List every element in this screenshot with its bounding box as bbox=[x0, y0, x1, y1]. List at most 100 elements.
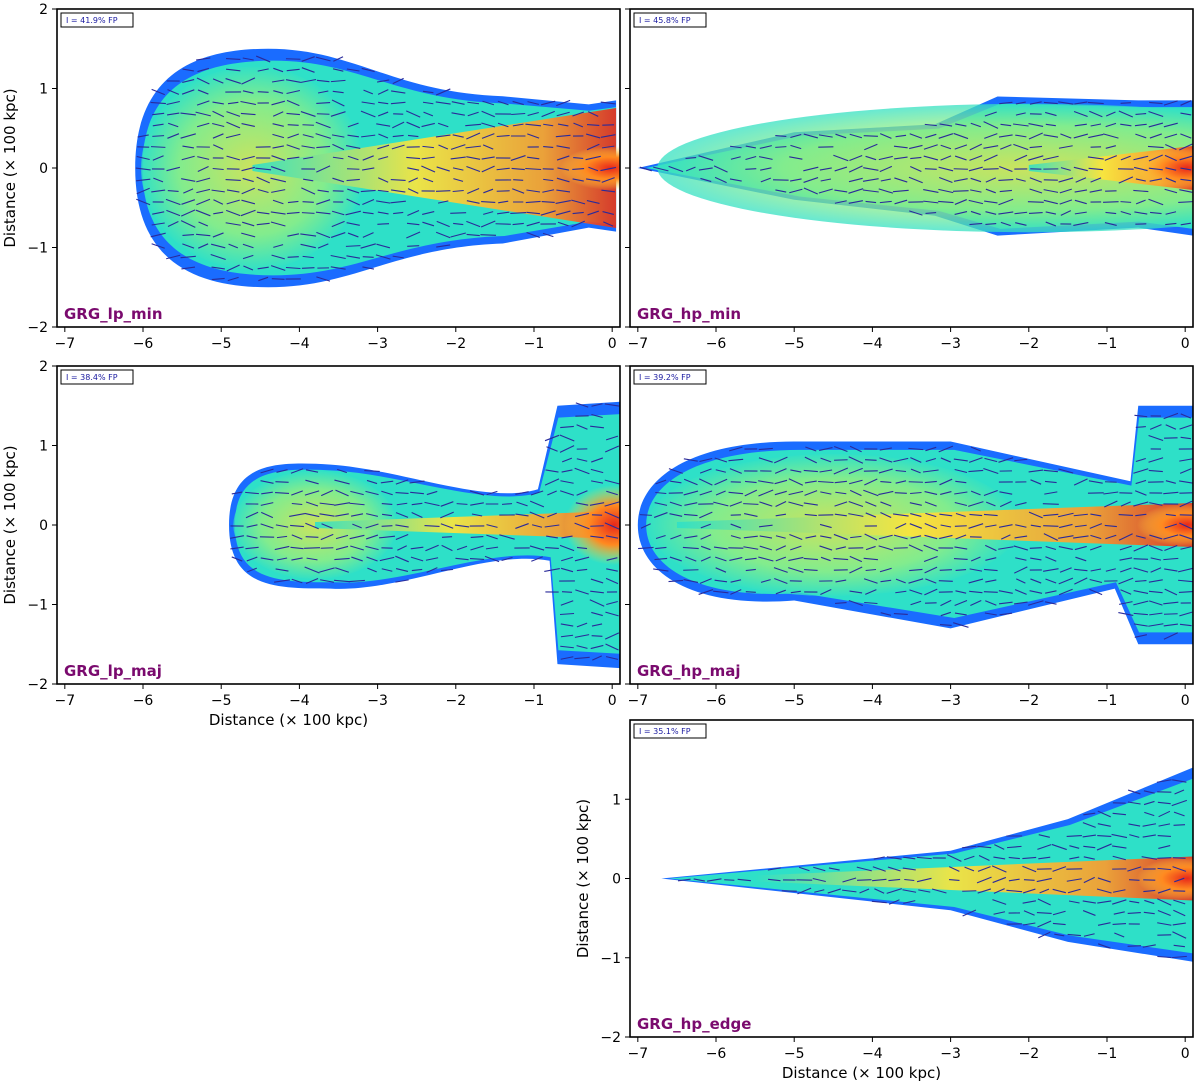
polarization-vector bbox=[872, 866, 886, 872]
polarization-vector bbox=[1172, 857, 1186, 859]
panel-label: GRG_hp_min bbox=[637, 305, 741, 323]
polarization-vector bbox=[363, 89, 374, 95]
polarization-vector bbox=[803, 469, 818, 473]
polarization-vector bbox=[994, 844, 1005, 850]
polarization-vector bbox=[1044, 491, 1058, 495]
polarization-vector bbox=[998, 546, 1014, 550]
polarization-vector bbox=[909, 523, 923, 529]
polarization-vector bbox=[210, 254, 226, 260]
polarization-vector bbox=[337, 468, 348, 474]
polarization-vector bbox=[985, 600, 997, 606]
polarization-vector bbox=[1096, 888, 1112, 894]
polarization-vector bbox=[212, 78, 224, 84]
polarization-vector bbox=[351, 556, 363, 562]
polarization-vector bbox=[1177, 567, 1193, 573]
polarization-vector bbox=[1105, 145, 1117, 149]
polarization-vector bbox=[180, 133, 196, 139]
polarization-vector bbox=[1164, 154, 1177, 162]
polarization-vector bbox=[835, 546, 846, 550]
polarization-vector bbox=[1014, 211, 1028, 215]
polarization-vector bbox=[923, 200, 939, 204]
polarization-vector bbox=[940, 155, 952, 161]
y-tick-label: 0 bbox=[612, 872, 621, 888]
polarization-vector bbox=[1082, 910, 1096, 916]
polarization-vector bbox=[1120, 201, 1132, 203]
polarization-vector bbox=[976, 876, 992, 884]
polarization-vector bbox=[654, 502, 668, 506]
fp-annotation-box bbox=[60, 369, 134, 385]
polarization-vector bbox=[1133, 590, 1149, 594]
polarization-vector bbox=[1028, 212, 1043, 214]
polarization-vector bbox=[240, 209, 256, 217]
polarization-vector bbox=[1148, 579, 1163, 583]
polarization-vector bbox=[848, 467, 863, 475]
polarization-vector bbox=[526, 189, 541, 193]
polarization-vector bbox=[1180, 167, 1192, 171]
polarization-vector bbox=[226, 58, 241, 60]
polarization-vector bbox=[166, 100, 180, 106]
polarization-vector bbox=[1114, 932, 1125, 938]
polarization-vector bbox=[940, 524, 952, 528]
polarization-vector bbox=[542, 232, 554, 238]
polarization-vector bbox=[167, 189, 179, 193]
polarization-vector bbox=[213, 199, 224, 205]
polarization-vector bbox=[1074, 524, 1087, 528]
polarization-vector bbox=[1173, 944, 1185, 948]
polarization-vector bbox=[1104, 524, 1117, 528]
polarization-vector bbox=[572, 111, 585, 117]
polarization-vector bbox=[604, 632, 620, 640]
polarization-vector bbox=[181, 178, 196, 182]
polarization-vector bbox=[788, 567, 804, 573]
polarization-vector bbox=[545, 547, 559, 549]
polarization-vector bbox=[728, 458, 744, 462]
polarization-vector bbox=[408, 177, 419, 183]
polarization-vector bbox=[515, 513, 529, 517]
polarization-vector bbox=[1157, 898, 1172, 906]
polarization-vector bbox=[1133, 612, 1148, 616]
polarization-vector bbox=[1105, 568, 1116, 572]
polarization-vector bbox=[360, 110, 376, 118]
polarization-vector bbox=[880, 579, 892, 583]
polarization-vectors bbox=[230, 402, 620, 661]
polarization-vector bbox=[700, 556, 711, 562]
x-tick-label: −6 bbox=[706, 1046, 727, 1062]
polarization-vector bbox=[909, 210, 923, 216]
polarization-vector bbox=[392, 134, 404, 138]
polarization-vector bbox=[924, 534, 938, 540]
polarization-vector bbox=[591, 635, 603, 637]
polarization-vector bbox=[1000, 123, 1012, 127]
polarization-vector bbox=[865, 200, 877, 204]
polarization-vector bbox=[892, 513, 909, 517]
y-axis-title: Distance (× 100 kpc) bbox=[1, 88, 19, 247]
polarization-vector bbox=[969, 513, 983, 517]
polarization-vector bbox=[954, 155, 967, 161]
polarization-vector bbox=[1087, 101, 1104, 105]
polarization-vector bbox=[275, 481, 289, 483]
polarization-vector bbox=[1112, 923, 1126, 925]
polarization-vector bbox=[834, 459, 848, 461]
polarization-vector bbox=[1118, 110, 1134, 118]
x-tick-label: −5 bbox=[784, 1046, 805, 1062]
polarization-vector bbox=[683, 478, 698, 486]
polarization-vector bbox=[1014, 535, 1028, 539]
polarization-vector bbox=[604, 403, 620, 407]
polarization-vector bbox=[1016, 578, 1026, 584]
polarization-vector bbox=[1015, 178, 1026, 182]
polarization-vector bbox=[834, 501, 848, 507]
polarization-vector bbox=[331, 210, 345, 216]
polarization-vector bbox=[954, 144, 968, 150]
polarization-vector bbox=[1163, 412, 1179, 420]
polarization-vector bbox=[319, 502, 335, 506]
polarization-vector bbox=[319, 513, 335, 517]
polarization-vector bbox=[848, 456, 864, 464]
polarization-vector bbox=[604, 501, 620, 507]
polarization-vector bbox=[320, 579, 335, 583]
polarization-vector bbox=[834, 480, 847, 484]
polarization-vector bbox=[261, 491, 273, 495]
polarization-vector bbox=[559, 612, 575, 616]
polarization-vector bbox=[1087, 156, 1104, 160]
polarization-vector bbox=[496, 190, 510, 192]
polarization-vector bbox=[1030, 524, 1041, 528]
polarization-vector bbox=[1179, 480, 1193, 484]
